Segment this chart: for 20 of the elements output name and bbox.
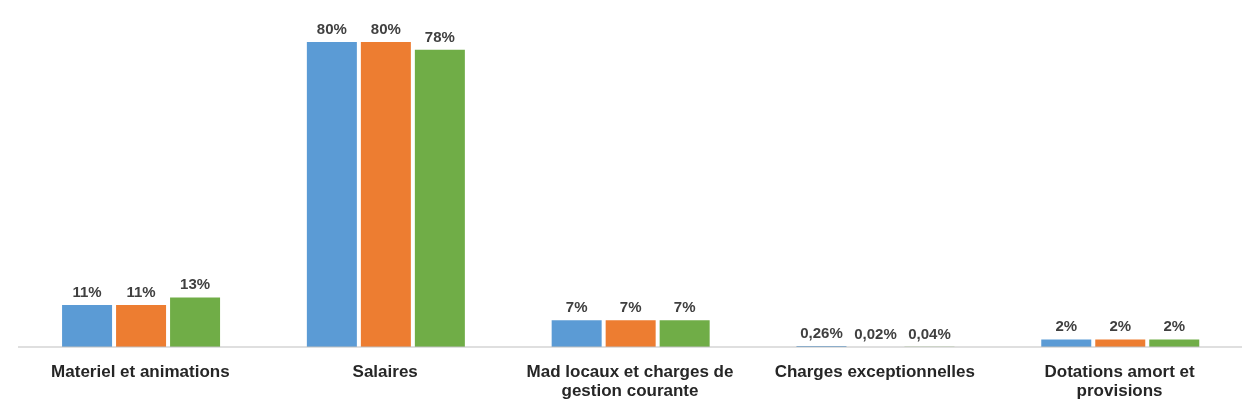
data-label: 80% xyxy=(316,20,347,37)
data-label: 11% xyxy=(72,283,102,301)
x-tick-label: Materiel et animations xyxy=(51,362,230,381)
x-tick-label: Salaires xyxy=(352,362,418,381)
data-label: 80% xyxy=(370,20,401,37)
x-tick-label: Mad locaux et charges de gestion courante xyxy=(526,362,734,400)
data-label: 0,04% xyxy=(908,324,951,342)
data-label: 7% xyxy=(565,298,588,316)
data-label: 2% xyxy=(1109,317,1132,335)
data-label: 78% xyxy=(424,27,455,45)
x-tick-label: Dotations amort et provisions xyxy=(1044,362,1196,400)
data-label: 7% xyxy=(673,298,696,316)
data-label: 0,26% xyxy=(800,324,843,342)
data-label: 7% xyxy=(619,298,642,316)
data-label: 0,02% xyxy=(854,324,897,342)
data-label: 13% xyxy=(180,275,211,293)
data-label: 2% xyxy=(1163,317,1186,335)
data-label: 2% xyxy=(1055,317,1078,335)
x-tick-label: Charges exceptionnelles xyxy=(774,362,975,381)
data-label: 11% xyxy=(126,283,156,301)
